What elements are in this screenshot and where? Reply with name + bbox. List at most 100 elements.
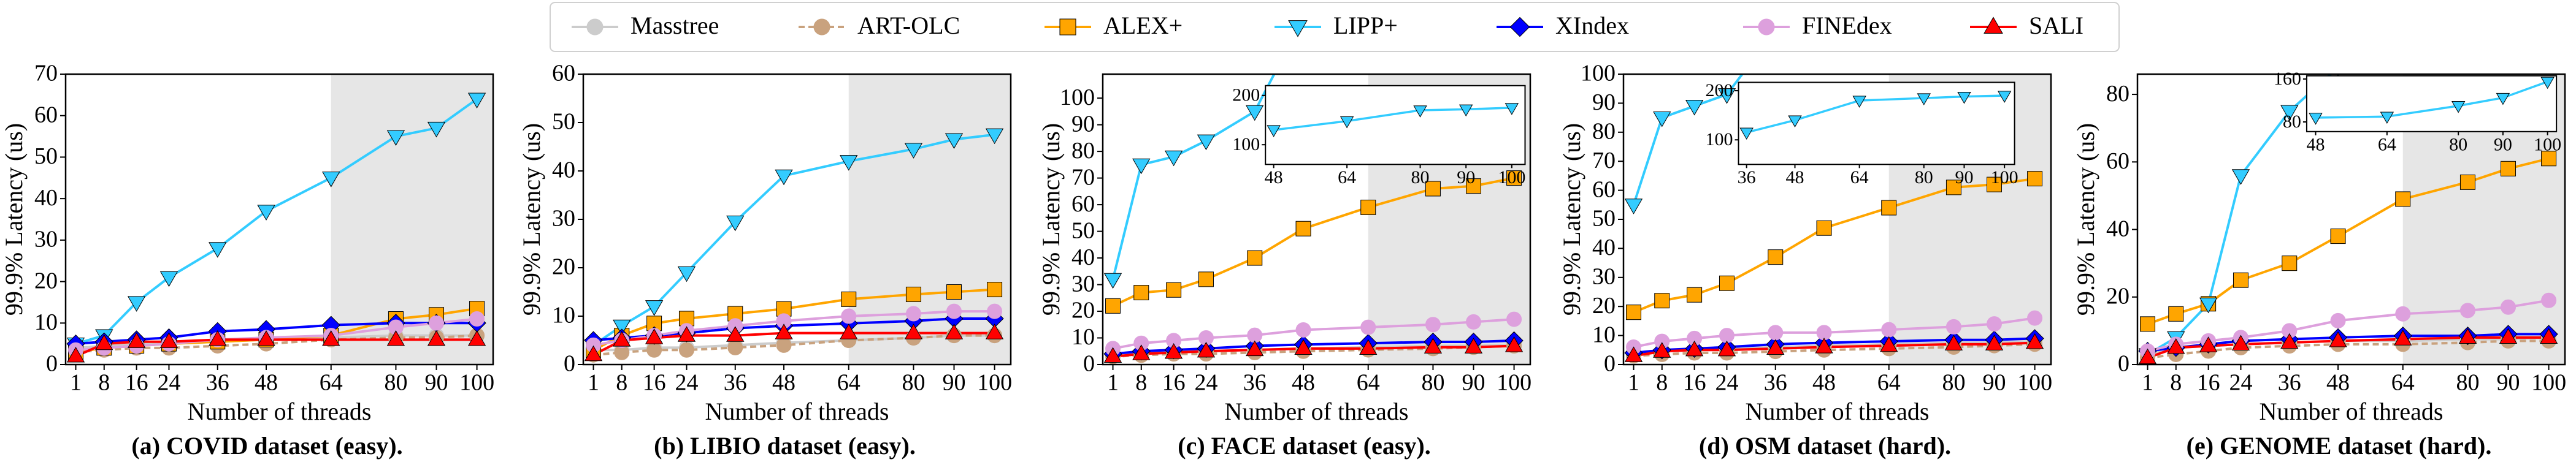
marker bbox=[1739, 127, 1754, 140]
marker bbox=[1957, 91, 1971, 104]
marker bbox=[1340, 116, 1354, 129]
series-line bbox=[75, 98, 478, 346]
x-tick-label: 36 bbox=[1243, 370, 1267, 396]
marker bbox=[905, 306, 921, 322]
marker bbox=[1294, 339, 1313, 355]
marker bbox=[1768, 249, 1784, 265]
series-line bbox=[1113, 344, 1514, 358]
y-tick-label: 0 bbox=[1604, 351, 1616, 377]
marker bbox=[469, 311, 485, 327]
marker bbox=[946, 284, 962, 300]
x-tick-label: 80 bbox=[1942, 370, 1965, 396]
series-line bbox=[2147, 336, 2549, 359]
marker bbox=[1653, 342, 1671, 358]
x-tick-label: 24 bbox=[675, 370, 698, 396]
plot-frame bbox=[64, 73, 494, 366]
marker bbox=[1654, 293, 1670, 309]
marker bbox=[1164, 343, 1183, 359]
marker bbox=[840, 155, 858, 171]
y-tick-label: 20 bbox=[2106, 283, 2129, 309]
marker bbox=[1881, 322, 1897, 338]
marker bbox=[726, 326, 745, 342]
series-line bbox=[1113, 339, 1514, 355]
y-tick-label: 20 bbox=[1071, 298, 1095, 324]
x-tick-label: 48 bbox=[772, 370, 795, 396]
series-line bbox=[2147, 157, 2550, 325]
marker bbox=[322, 330, 340, 346]
inset-frame bbox=[1738, 81, 2015, 165]
marker bbox=[2231, 169, 2250, 185]
marker bbox=[2280, 105, 2299, 121]
marker bbox=[1852, 96, 1866, 108]
marker bbox=[1267, 125, 1281, 137]
y-tick-label: 50 bbox=[552, 109, 575, 135]
marker bbox=[1424, 338, 1443, 354]
marker bbox=[2199, 336, 2218, 352]
marker bbox=[2458, 328, 2477, 344]
inset-x-tick-label: 36 bbox=[1738, 167, 1756, 187]
shaded-region bbox=[331, 74, 493, 365]
marker bbox=[2540, 77, 2555, 89]
marker bbox=[1685, 100, 1704, 116]
marker bbox=[386, 130, 405, 146]
marker bbox=[2394, 330, 2412, 346]
marker bbox=[1360, 199, 1376, 215]
marker bbox=[1059, 18, 1076, 36]
marker bbox=[1464, 338, 1483, 354]
marker bbox=[841, 308, 857, 324]
marker bbox=[1997, 91, 2012, 103]
marker bbox=[2395, 306, 2411, 322]
inset-x-tick-label: 100 bbox=[1498, 167, 1525, 187]
marker bbox=[2140, 316, 2156, 332]
y-tick-label: 40 bbox=[552, 157, 575, 183]
inset-x-tick-label: 100 bbox=[1991, 167, 2018, 187]
marker bbox=[1288, 20, 1308, 37]
series-line bbox=[1633, 342, 2035, 357]
series-line bbox=[592, 133, 995, 347]
chart-caption: (e) GENOME dataset (hard). bbox=[2187, 432, 2492, 460]
marker bbox=[1766, 339, 1785, 355]
series-line bbox=[1633, 337, 2035, 355]
legend-label: ALEX+ bbox=[1103, 12, 1183, 39]
y-tick-label: 10 bbox=[552, 303, 575, 328]
marker bbox=[678, 342, 694, 358]
y-tick-label: 70 bbox=[1071, 164, 1095, 190]
series-line bbox=[593, 334, 995, 357]
x-tick-label: 64 bbox=[2391, 370, 2415, 396]
marker bbox=[1103, 273, 1122, 289]
legend-label: XIndex bbox=[1555, 12, 1629, 39]
plot-frame bbox=[2136, 73, 2566, 366]
plot-area bbox=[2138, 55, 2565, 365]
marker bbox=[1198, 271, 1214, 287]
x-tick-label: 24 bbox=[157, 370, 180, 396]
marker bbox=[1880, 336, 1898, 352]
x-tick-label: 1 bbox=[588, 370, 599, 396]
marker bbox=[1685, 340, 1704, 357]
series-line bbox=[1633, 177, 2035, 314]
y-axis-label: 99.9% Latency (us) bbox=[2072, 123, 2099, 316]
x-axis-label: Number of threads bbox=[2260, 398, 2444, 425]
y-tick-label: 80 bbox=[2106, 81, 2129, 107]
series-line bbox=[1746, 94, 2005, 134]
marker bbox=[322, 172, 340, 187]
marker bbox=[1758, 18, 1775, 36]
marker bbox=[1466, 178, 1482, 194]
marker bbox=[2027, 310, 2043, 326]
marker bbox=[1103, 347, 1122, 363]
marker bbox=[209, 330, 227, 346]
inset-background bbox=[1265, 85, 1525, 165]
marker bbox=[2394, 55, 2412, 69]
marker bbox=[159, 332, 178, 348]
series-line bbox=[1113, 318, 1514, 350]
y-tick-label: 80 bbox=[1071, 138, 1095, 164]
marker bbox=[2329, 331, 2347, 347]
marker bbox=[1246, 340, 1264, 357]
chart-caption: (b) LIBIO dataset (easy). bbox=[654, 432, 916, 460]
inset-y-tick-label: 100 bbox=[1706, 129, 1733, 149]
x-tick-label: 1 bbox=[1628, 370, 1639, 396]
inset-x-tick-label: 80 bbox=[2449, 135, 2467, 155]
marker bbox=[2027, 171, 2043, 187]
marker bbox=[2459, 303, 2475, 319]
x-tick-label: 48 bbox=[1292, 370, 1315, 396]
